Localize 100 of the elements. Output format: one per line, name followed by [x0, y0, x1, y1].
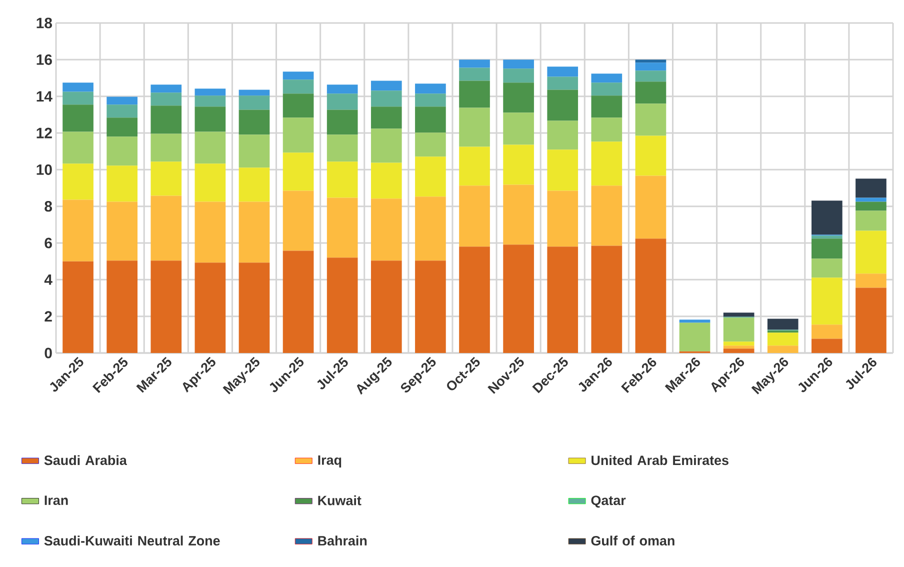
legend-label: Iraq: [318, 455, 342, 468]
bar: [591, 246, 622, 353]
bar: [150, 260, 182, 353]
bar: [238, 134, 270, 168]
legend-label: Saudi Arabia: [44, 455, 127, 466]
bar: [723, 346, 754, 349]
y-tick-label: 10: [36, 164, 52, 175]
bar: [856, 198, 886, 202]
bar: [635, 104, 666, 136]
bar: [238, 90, 270, 96]
legend-label: Qatar: [591, 496, 626, 508]
bar: [106, 118, 138, 137]
bar: [547, 120, 578, 150]
bar: [767, 332, 798, 346]
bar: [812, 258, 842, 278]
legend-label: United Arab Emirates: [592, 455, 728, 466]
bar: [62, 92, 94, 105]
bar: [591, 82, 622, 96]
bar: [459, 246, 490, 353]
bar: [106, 136, 138, 166]
bar: [503, 144, 534, 185]
bar: [194, 96, 226, 107]
bar: [238, 202, 270, 263]
y-tick-label: 8: [44, 201, 52, 212]
bar: [503, 112, 534, 145]
bar: [812, 324, 842, 339]
bar: [856, 274, 886, 288]
bar: [856, 288, 886, 353]
bar: [591, 96, 622, 118]
bar: [547, 246, 578, 353]
bar: [547, 66, 578, 77]
bar: [282, 118, 314, 153]
bar: [326, 258, 358, 353]
bar: [635, 82, 666, 104]
bar: [194, 106, 226, 132]
legend-label: Kuwait: [318, 495, 362, 506]
bar: [194, 164, 226, 202]
bar: [326, 162, 358, 198]
bar: [635, 136, 666, 176]
legend-label: Gulf of oman: [591, 536, 674, 546]
bar: [282, 72, 314, 80]
bar: [723, 318, 754, 342]
bar: [62, 132, 94, 164]
bar: [194, 262, 226, 353]
bar: [62, 164, 94, 200]
bar: [856, 202, 886, 211]
bar: [812, 200, 842, 235]
legend-label: Saudi-Kuwaiti Neutral Zone: [44, 536, 220, 546]
bar: [282, 152, 314, 191]
bar: [503, 68, 534, 83]
y-tick-label: 14: [36, 91, 52, 102]
bar: [194, 88, 226, 96]
legend-label: Bahrain: [318, 536, 367, 546]
bar: [326, 94, 358, 110]
bar: [238, 168, 270, 202]
bar: [459, 60, 490, 68]
bar: [767, 318, 798, 330]
bar: [856, 230, 886, 274]
bar: [238, 110, 270, 135]
bar: [635, 60, 666, 63]
bar: [282, 250, 314, 353]
bar: [326, 110, 358, 135]
bar: [812, 338, 842, 353]
bar: [591, 186, 622, 246]
y-tick-label: 16: [36, 54, 52, 65]
bar: [194, 202, 226, 263]
bar: [547, 190, 578, 247]
bar: [503, 82, 534, 113]
bar: [812, 238, 842, 259]
bar: [62, 261, 94, 353]
bar: [415, 156, 446, 197]
bar: [415, 132, 446, 157]
bar: [547, 76, 578, 90]
bar: [370, 90, 402, 107]
bar: [150, 84, 182, 93]
bar: [459, 68, 490, 81]
bar: [503, 184, 534, 245]
bar: [856, 178, 886, 198]
bar: [282, 94, 314, 118]
bar: [503, 60, 534, 69]
bar: [194, 132, 226, 164]
bar: [415, 260, 446, 353]
bar: [856, 210, 886, 231]
bar: [635, 70, 666, 82]
bar: [62, 82, 94, 92]
bar: [679, 322, 710, 352]
bar: [415, 84, 446, 94]
bar: [326, 84, 358, 94]
bar: [150, 106, 182, 134]
bar: [62, 200, 94, 262]
bar: [723, 342, 754, 346]
bar: [415, 94, 446, 107]
y-tick-label: 2: [44, 311, 52, 322]
bar: [503, 244, 534, 353]
bar: [282, 80, 314, 94]
bar: [150, 162, 182, 196]
bar: [326, 198, 358, 258]
y-tick-label: 4: [44, 274, 52, 285]
bar: [370, 162, 402, 199]
bar: [591, 74, 622, 83]
